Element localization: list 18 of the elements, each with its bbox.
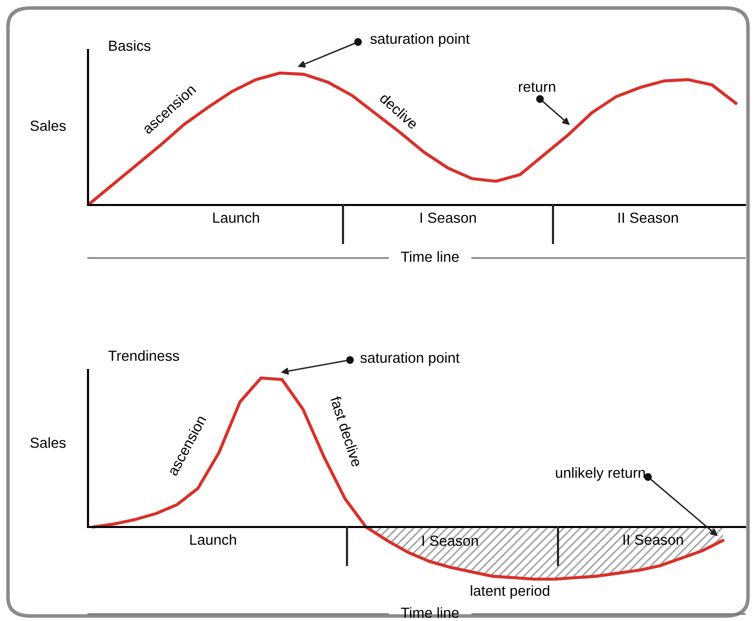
annotation: II Season <box>624 534 683 545</box>
text: I Season <box>420 212 476 223</box>
text: saturation point <box>370 33 470 47</box>
text: II Season <box>618 212 678 223</box>
chart-title: Trendiness <box>108 350 180 361</box>
text: Launch <box>213 212 259 223</box>
x-axis-title: Time line <box>401 607 459 618</box>
chart-title: Basics <box>109 40 150 51</box>
x-axis-title: Time line <box>401 251 459 262</box>
annotation: fast declive <box>330 395 363 468</box>
text: latent period <box>470 585 550 599</box>
text: saturation point <box>360 352 460 366</box>
annotation: return <box>518 82 556 92</box>
y-axis-title: Sales <box>30 120 66 131</box>
annotation: unlikely return <box>556 467 645 481</box>
annotation: I Season <box>422 536 478 546</box>
annotation: Launch <box>190 534 236 545</box>
y-axis-title: Sales <box>30 437 66 448</box>
